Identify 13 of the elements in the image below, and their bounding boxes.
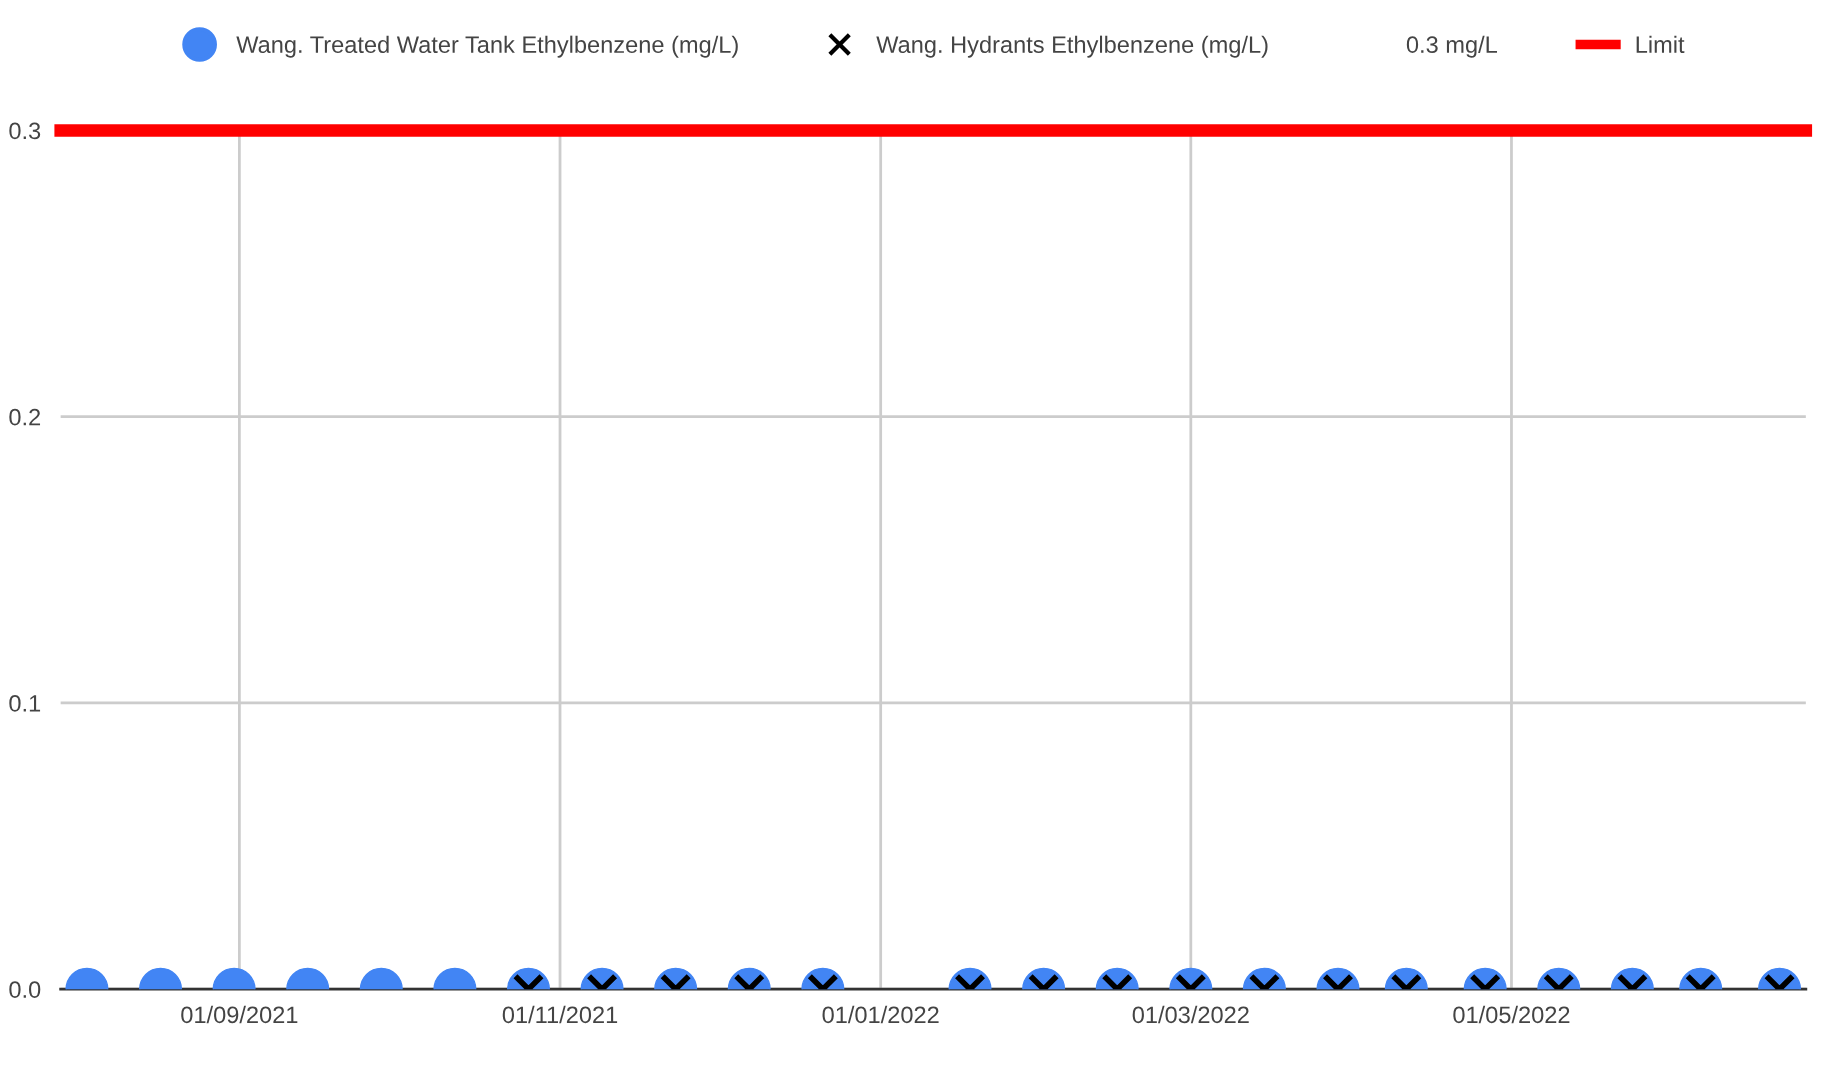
x-tick-label: 01/09/2021	[181, 1005, 298, 1024]
legend-label: Wang. Hydrants Ethylbenzene (mg/L)	[876, 35, 1268, 58]
y-tick-label: 0.0	[9, 981, 41, 998]
x-tick-label: 01/03/2022	[1132, 1005, 1249, 1024]
legend-label: Wang. Treated Water Tank Ethylbenzene (mg/L)	[236, 35, 738, 58]
y-tick-label: 0.1	[9, 694, 41, 712]
x-tick-label: 01/05/2022	[1453, 1005, 1570, 1024]
legend-label: Limit	[1636, 35, 1685, 53]
y-tick-label: 0.3	[9, 122, 41, 140]
x-tick-label: 01/01/2022	[822, 1005, 939, 1024]
x-tick-label: 01/11/2021	[502, 1005, 618, 1024]
text: 0.3 mg/L	[1406, 35, 1498, 58]
y-tick-label: 0.2	[9, 408, 41, 426]
